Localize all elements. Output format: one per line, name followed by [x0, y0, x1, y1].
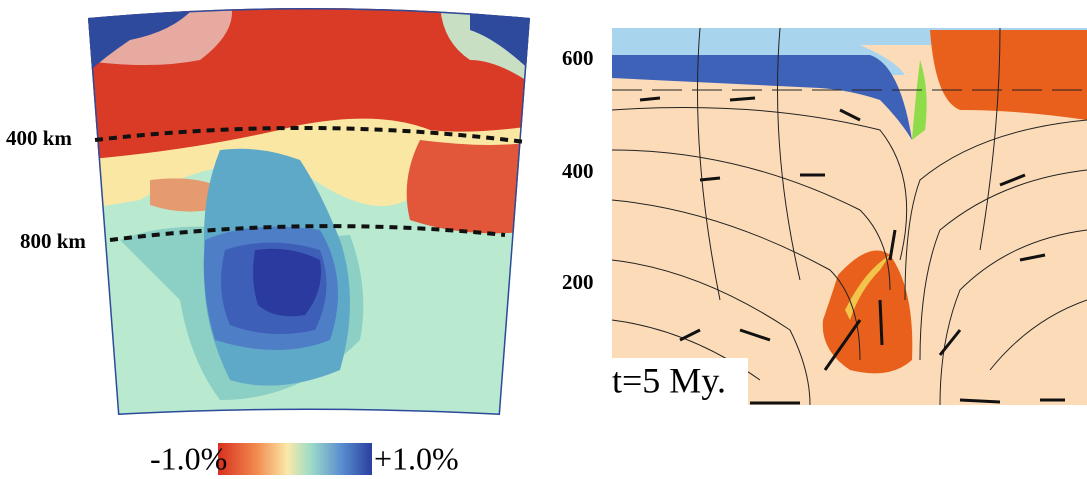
axis-label: 400: [562, 159, 594, 183]
tomography-map-part: [407, 140, 540, 233]
colorbar-max-label: +1.0%: [374, 440, 459, 476]
model-field: [612, 28, 1087, 405]
model-field-part-part: [640, 98, 660, 100]
depth-label: 800 km: [20, 229, 86, 253]
tomography-map-part: [150, 178, 215, 211]
colorbar-min-label: -1.0%: [150, 440, 227, 476]
colorbar: [218, 443, 372, 475]
model-field-part-part: [960, 400, 1000, 402]
axis-label: 200: [562, 270, 594, 294]
figure: 400 km 800 km -1.0% +1.0%: [0, 0, 1087, 479]
axis-label: 600: [562, 46, 594, 70]
tomography-map-part: [253, 249, 321, 317]
model-field-part-part: [730, 98, 755, 100]
tomography-map: [80, 0, 540, 420]
model-field-part-part: [880, 300, 882, 345]
model-field-part-part: [700, 178, 720, 180]
time-label: t=5 My.: [612, 360, 726, 400]
depth-label: 400 km: [6, 126, 72, 150]
